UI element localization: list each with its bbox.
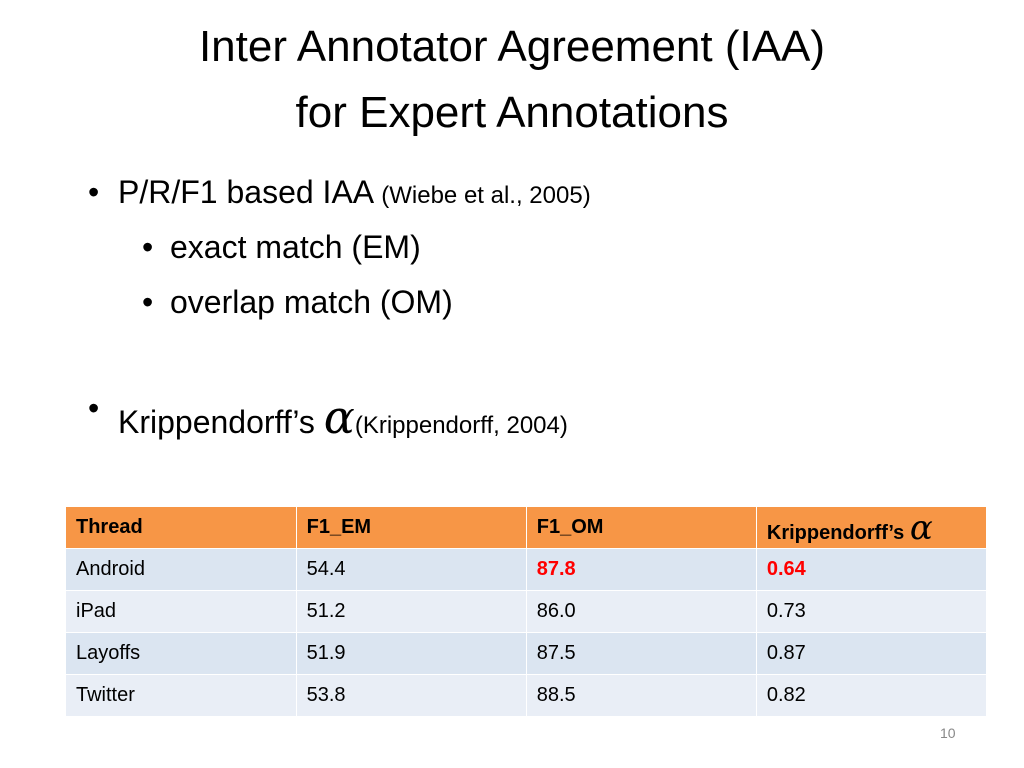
table-cell: 51.2 [296, 590, 527, 633]
header-cell: F1_EM [296, 507, 527, 549]
sub-bullet: • exact match (EM) [142, 229, 421, 265]
bullet-text: P/R/F1 based IAA [118, 174, 373, 210]
header-cell: Krippendorff’s α [756, 507, 988, 549]
table-cell: 53.8 [296, 674, 527, 717]
title-line: for Expert Annotations [295, 88, 729, 137]
page-number: 10 [940, 725, 956, 741]
table-cell: 54.4 [296, 548, 527, 591]
sub-bullet: • overlap match (OM) [142, 284, 453, 320]
header-cell: F1_OM [526, 507, 757, 549]
table-cell: iPad [66, 590, 297, 633]
table-cell: 86.0 [526, 590, 757, 633]
header-row: Thread F1_EM F1_OM Krippendorff’s α [66, 507, 988, 549]
table-cell: 87.8 [526, 548, 757, 591]
table-cell: 0.64 [756, 548, 988, 591]
header-text: Thread [76, 516, 143, 538]
bullet: • P/R/F1 based IAA (Wiebe et al., 2005) [88, 174, 591, 210]
table-cell: 88.5 [526, 674, 757, 717]
citation: (Wiebe et al., 2005) [381, 182, 591, 209]
header-text: Krippendorff’s [766, 521, 905, 544]
table-cell: 0.82 [756, 674, 988, 717]
bullet-text: Krippendorff’s [118, 404, 315, 440]
bullet-text: exact match (EM) [170, 229, 421, 265]
table-cell: Android [66, 548, 297, 591]
table-cell: Twitter [66, 674, 297, 717]
header-cell: Thread [66, 507, 297, 549]
table-row: iPad 51.2 86.0 0.73 [66, 590, 988, 633]
table-row: Layoffs 51.9 87.5 0.87 [66, 632, 988, 675]
alpha-symbol: α [323, 390, 355, 444]
table-cell: 51.9 [296, 632, 527, 675]
alpha-symbol: α [909, 507, 933, 548]
table-row: Android 54.4 87.8 0.64 [66, 548, 988, 591]
table-cell: Layoffs [66, 632, 297, 675]
table-row: Twitter 53.8 88.5 0.82 [66, 674, 988, 717]
bullet-text: overlap match (OM) [170, 284, 453, 320]
table-cell: 0.87 [756, 632, 988, 675]
bullet: • Krippendorff’s α(Krippendorff, 2004) [88, 390, 568, 444]
table-cell: 87.5 [526, 632, 757, 675]
header-text: F1_OM [536, 516, 604, 538]
citation: (Krippendorff, 2004) [354, 412, 568, 439]
table-cell: 0.73 [756, 590, 988, 633]
header-text: F1_EM [306, 516, 372, 538]
title-line: Inter Annotator Agreement (IAA) [198, 22, 826, 71]
data-table: Thread F1_EM F1_OM Krippendorff’s α Android 5… [66, 507, 988, 717]
